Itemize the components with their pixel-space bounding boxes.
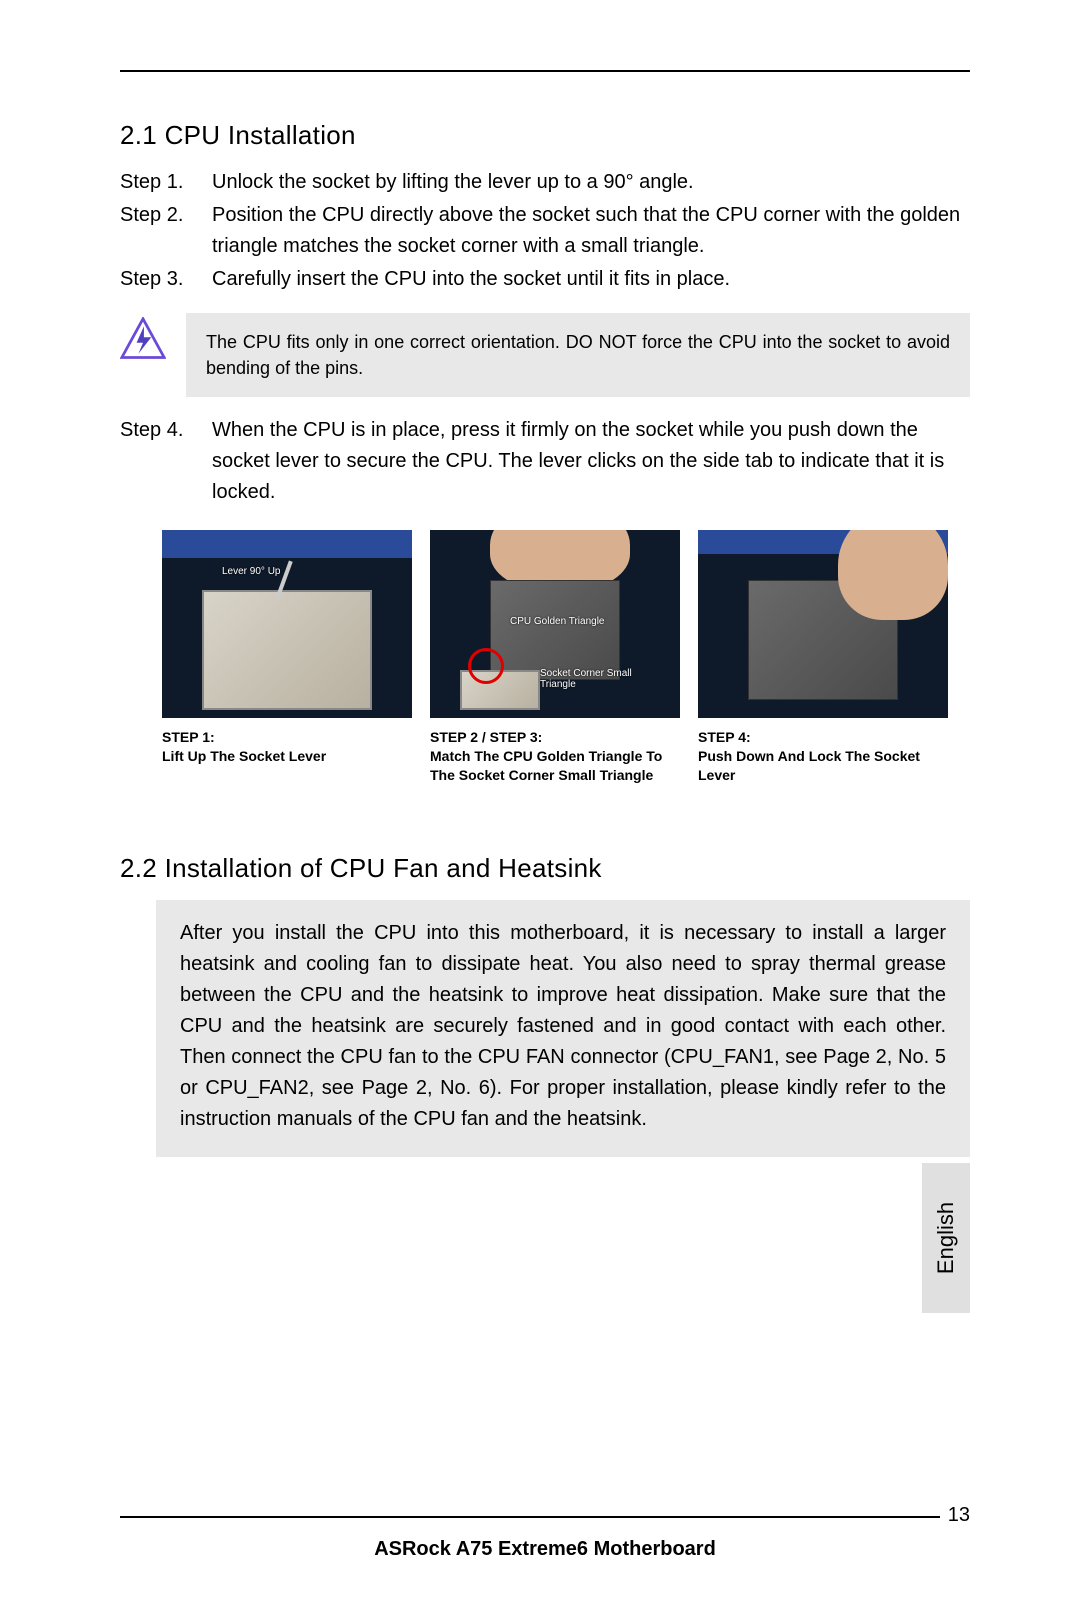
footer-rule: 13 xyxy=(120,1516,970,1518)
warning-icon-cell xyxy=(120,313,186,368)
caption-title: STEP 4: xyxy=(698,728,948,747)
caption-text: Match The CPU Golden Triangle To The Soc… xyxy=(430,747,680,785)
step-label: Step 2. xyxy=(120,200,212,262)
caption-text: Lift Up The Socket Lever xyxy=(162,747,412,766)
heatsink-paragraph-box: After you install the CPU into this moth… xyxy=(156,900,970,1157)
photo-caption: STEP 4: Push Down And Lock The Socket Le… xyxy=(698,728,948,785)
warning-row: The CPU fits only in one correct orienta… xyxy=(120,313,970,397)
photo-overlay-label: Socket Corner Small Triangle xyxy=(540,668,660,690)
step-text: When the CPU is in place, press it firml… xyxy=(212,415,970,508)
step-row: Step 3. Carefully insert the CPU into th… xyxy=(120,264,970,295)
step-row: Step 2. Position the CPU directly above … xyxy=(120,200,970,262)
page-number: 13 xyxy=(940,1504,970,1527)
photo-caption: STEP 2 / STEP 3: Match The CPU Golden Tr… xyxy=(430,728,680,785)
step-label: Step 3. xyxy=(120,264,212,295)
photo-overlay-label: Lever 90° Up xyxy=(222,566,280,577)
caption-title: STEP 1: xyxy=(162,728,412,747)
photo-cell-step4: STEP 4: Push Down And Lock The Socket Le… xyxy=(698,530,948,785)
step-row: Step 4. When the CPU is in place, press … xyxy=(120,415,970,508)
step-label: Step 4. xyxy=(120,415,212,508)
caption-title: STEP 2 / STEP 3: xyxy=(430,728,680,747)
red-circle-icon xyxy=(468,648,504,684)
language-label: English xyxy=(933,1202,959,1274)
footer-title: ASRock A75 Extreme6 Motherboard xyxy=(120,1538,970,1561)
photo-cell-step1: Lever 90° Up STEP 1: Lift Up The Socket … xyxy=(162,530,412,785)
photo-caption: STEP 1: Lift Up The Socket Lever xyxy=(162,728,412,766)
photo-step1: Lever 90° Up xyxy=(162,530,412,718)
step-text: Position the CPU directly above the sock… xyxy=(212,200,970,262)
instruction-photo-row: Lever 90° Up STEP 1: Lift Up The Socket … xyxy=(162,530,970,785)
footer: 13 ASRock A75 Extreme6 Motherboard xyxy=(120,1516,970,1561)
language-tab: English xyxy=(922,1163,970,1313)
section-heading-cpu-installation: 2.1 CPU Installation xyxy=(120,120,970,151)
warning-lightning-icon xyxy=(120,317,166,363)
warning-text-box: The CPU fits only in one correct orienta… xyxy=(186,313,970,397)
step-text: Unlock the socket by lifting the lever u… xyxy=(212,167,970,198)
step-label: Step 1. xyxy=(120,167,212,198)
photo-overlay-label: CPU Golden Triangle xyxy=(510,616,605,627)
photo-step4 xyxy=(698,530,948,718)
caption-text: Push Down And Lock The Socket Lever xyxy=(698,747,948,785)
step-text: Carefully insert the CPU into the socket… xyxy=(212,264,970,295)
photo-step23: CPU Golden Triangle Socket Corner Small … xyxy=(430,530,680,718)
photo-cell-step23: CPU Golden Triangle Socket Corner Small … xyxy=(430,530,680,785)
section-heading-fan-heatsink: 2.2 Installation of CPU Fan and Heatsink xyxy=(120,853,970,884)
top-rule xyxy=(120,70,970,72)
step-row: Step 1. Unlock the socket by lifting the… xyxy=(120,167,970,198)
